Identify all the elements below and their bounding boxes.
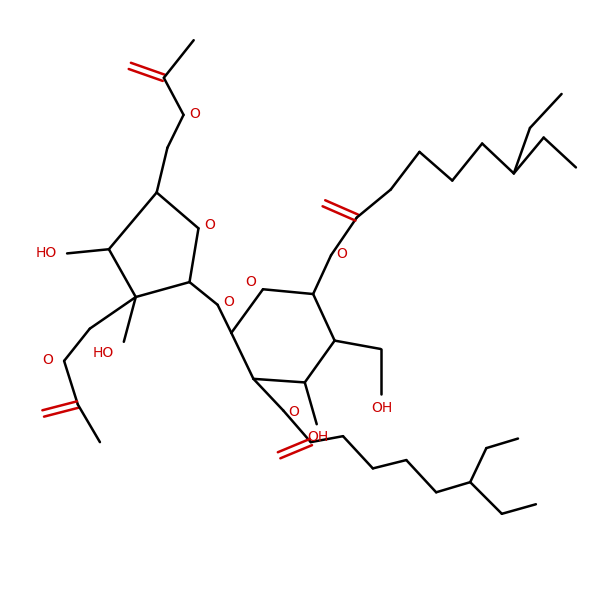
Text: O: O <box>223 295 234 309</box>
Text: O: O <box>289 404 299 419</box>
Text: HO: HO <box>92 346 113 359</box>
Text: O: O <box>245 275 256 289</box>
Text: OH: OH <box>371 401 392 415</box>
Text: OH: OH <box>307 430 329 445</box>
Text: O: O <box>189 107 200 121</box>
Text: O: O <box>337 247 347 261</box>
Text: O: O <box>43 353 53 367</box>
Text: HO: HO <box>35 247 57 260</box>
Text: O: O <box>204 218 215 232</box>
